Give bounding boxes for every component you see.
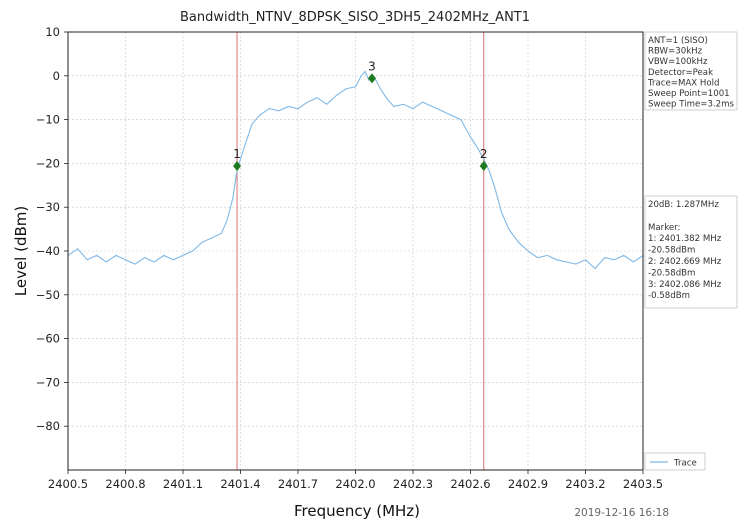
- x-tick-label: 2402.3: [393, 477, 433, 491]
- result-line: 1: 2401.382 MHz: [648, 234, 722, 244]
- result-line: Marker:: [648, 223, 680, 233]
- x-tick-label: 2402.9: [508, 477, 548, 491]
- legend: Trace: [644, 452, 706, 471]
- x-tick-label: 2402.0: [335, 477, 375, 491]
- y-tick-label: −10: [36, 113, 60, 127]
- settings-panel: ANT=1 (SISO)RBW=30kHzVBW=100kHzDetector=…: [644, 31, 738, 111]
- x-tick-label: 2400.5: [48, 477, 88, 491]
- settings-line: Sweep Time=3.2ms: [648, 100, 735, 110]
- timestamp: 2019-12-16 16:18: [574, 507, 669, 519]
- x-tick-label: 2401.7: [278, 477, 318, 491]
- x-tick-label: 2400.8: [105, 477, 145, 491]
- result-line: 3: 2402.086 MHz: [648, 280, 722, 290]
- marker-label: 2: [480, 147, 488, 161]
- result-line: -20.58dBm: [648, 268, 695, 278]
- settings-line: ANT=1 (SISO): [648, 36, 708, 46]
- x-tick-label: 2401.4: [220, 477, 260, 491]
- settings-line: RBW=30kHz: [648, 47, 703, 57]
- legend-label: Trace: [673, 459, 697, 469]
- x-tick-label: 2403.2: [565, 477, 605, 491]
- marker-label: 1: [233, 147, 241, 161]
- y-tick-label: −40: [36, 244, 60, 258]
- x-axis-ticks: 2400.5 2400.8 2401.1 2401.4 2401.7 2402.0 2402…: [48, 470, 663, 491]
- y-tick-label: −60: [36, 332, 60, 346]
- chart-title: Bandwidth_NTNV_8DPSK_SISO_3DH5_2402MHz_A…: [180, 10, 530, 25]
- result-line: 2: 2402.669 MHz: [648, 257, 722, 267]
- marker-label: 3: [368, 59, 376, 73]
- marker-point: [233, 160, 242, 171]
- marker-point: [367, 73, 376, 84]
- y-tick-label: 0: [53, 69, 60, 83]
- marker-point: [479, 160, 488, 171]
- y-tick-label: −70: [36, 375, 60, 389]
- result-line: -20.58dBm: [648, 246, 695, 256]
- x-tick-label: 2403.5: [623, 477, 663, 491]
- markers: 1 2 3: [233, 59, 488, 171]
- x-tick-label: 2402.6: [450, 477, 490, 491]
- x-tick-label: 2401.1: [163, 477, 203, 491]
- y-tick-label: −80: [36, 419, 60, 433]
- settings-line: VBW=100kHz: [648, 57, 708, 67]
- marker-lines: [236, 32, 485, 470]
- x-axis-label: Frequency (MHz): [294, 502, 420, 520]
- trace-line: [67, 70, 644, 270]
- settings-line: Detector=Peak: [648, 68, 713, 78]
- settings-line: Sweep Point=1001: [648, 89, 730, 99]
- result-panel: 20dB: 1.287MHz Marker:1: 2401.382 MHz -20…: [644, 195, 738, 309]
- y-tick-label: 10: [45, 25, 60, 39]
- result-panel-box: [644, 195, 738, 309]
- y-tick-label: −30: [36, 200, 60, 214]
- legend-box: [644, 452, 706, 471]
- result-line: -0.58dBm: [648, 291, 690, 301]
- y-tick-label: −20: [36, 156, 60, 170]
- settings-line: Trace=MAX Hold: [647, 78, 719, 88]
- y-axis-label: Level (dBm): [12, 206, 30, 297]
- result-line: 20dB: 1.287MHz: [648, 200, 719, 210]
- y-tick-label: −50: [36, 288, 60, 302]
- y-axis-ticks: 10 0 −10 −20 −30 −40 −50 −60 −70 −80: [36, 25, 68, 433]
- settings-panel-box: [644, 31, 738, 111]
